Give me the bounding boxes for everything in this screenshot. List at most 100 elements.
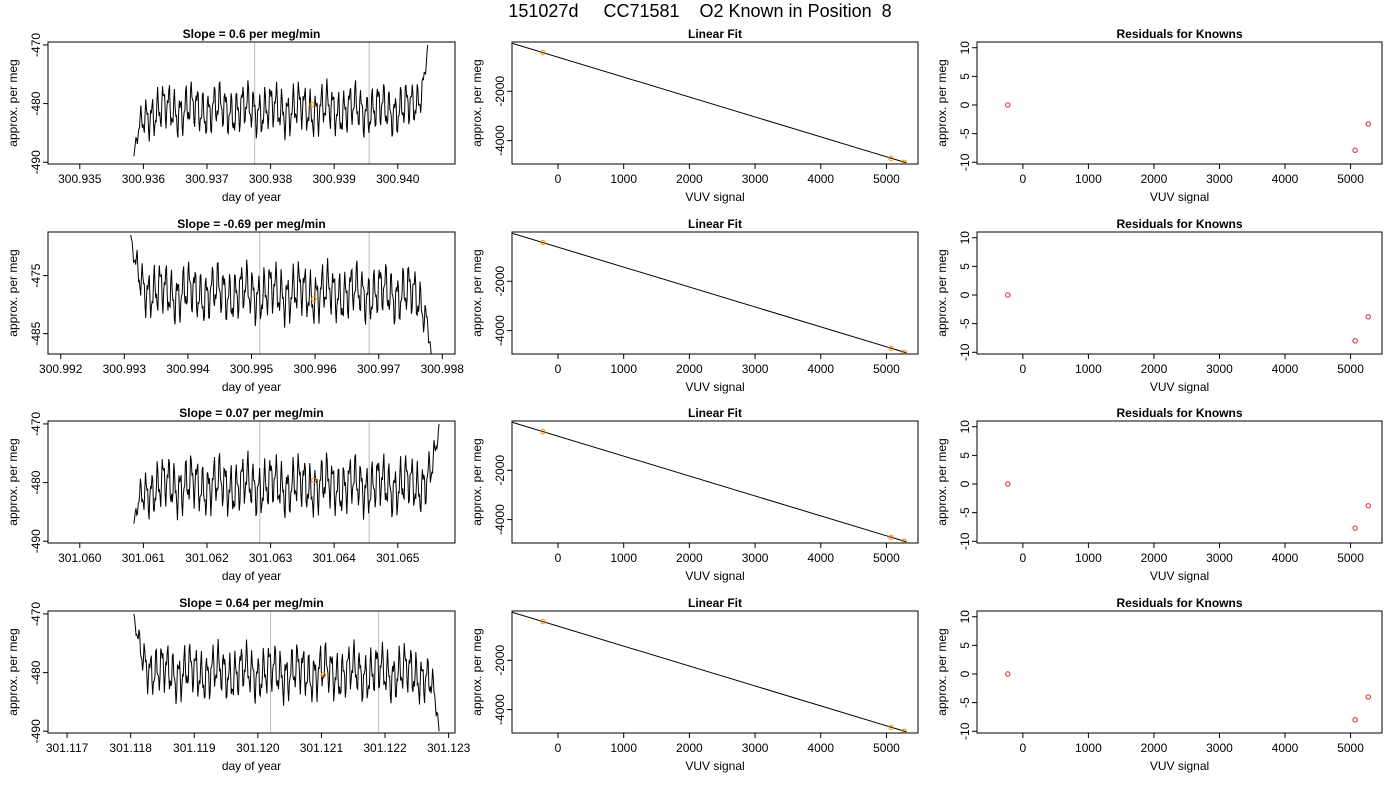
timeseries-row3-xlabel: day of year (222, 569, 281, 583)
timeseries-row1-xtick-label: 300.937 (185, 172, 229, 186)
timeseries-row3-trace-line (133, 423, 440, 524)
linear_fit-row1-ylabel: approx. per meg (470, 59, 484, 146)
timeseries-row3-frame (47, 420, 456, 544)
timeseries-row2-xtick-label: 300.996 (293, 362, 337, 376)
residuals-row1-xtick-label: 0 (1020, 172, 1027, 186)
timeseries-row1-xtick-label: 300.935 (58, 172, 102, 186)
residuals-row1-xtick-label: 2000 (1141, 172, 1168, 186)
linear_fit-row4-chart: Linear Fit 0 1000 2000 3000 4000 5000 -4000 -200… (470, 596, 919, 773)
timeseries-row2-chart: Slope = -0.69 per meg/min 300.992 300.993 3… (6, 217, 464, 394)
residuals-row3-residual-point (1352, 525, 1358, 531)
linear_fit-row3-ytick-label: -2000 (493, 455, 507, 486)
residuals-row1-plot-area (1005, 102, 1371, 153)
timeseries-row4-xlabel: day of year (222, 759, 281, 773)
residuals-row1-title: Residuals for Knowns (1116, 27, 1242, 41)
residuals-row2-residual-point (1352, 338, 1358, 344)
linear_fit-row2-xlabel: VUV signal (685, 380, 744, 394)
linear_fit-row2-ytick-label: -4000 (493, 315, 507, 346)
timeseries-row2-xtick-label: 300.995 (230, 362, 274, 376)
residuals-row2-ylabel: approx. per meg (935, 249, 949, 336)
residuals-row4-title: Residuals for Knowns (1116, 596, 1242, 610)
timeseries-row1-xtick-label: 300.939 (312, 172, 356, 186)
timeseries-row2-xtick-label: 300.992 (39, 362, 83, 376)
residuals-row2-xtick-label: 3000 (1206, 362, 1233, 376)
linear_fit-row3-xtick-label: 2000 (676, 551, 703, 565)
timeseries-row2-ytick-label: -475 (29, 263, 43, 287)
residuals-row3-residual-point (1365, 503, 1371, 509)
residuals-row3-chart: Residuals for Knowns 0 1000 2000 3000 4000 500… (935, 406, 1383, 583)
timeseries-row3-ytick-label: -470 (29, 412, 43, 436)
timeseries-row1-xtick-label: 300.940 (376, 172, 420, 186)
residuals-row4-xtick-label: 1000 (1075, 741, 1102, 755)
linear_fit-row2-xtick-label: 1000 (610, 362, 637, 376)
linear_fit-row1-frame (511, 41, 919, 165)
residuals-row2-ytick-label: -10 (958, 343, 972, 361)
linear_fit-row1-xtick-label: 2000 (676, 172, 703, 186)
timeseries-row4-xtick-label: 301.117 (46, 741, 89, 755)
linear_fit-row3-chart: Linear Fit 0 1000 2000 3000 4000 5000 -4000 -200… (470, 406, 919, 583)
timeseries-row3-title: Slope = 0.07 per meg/min (179, 406, 323, 420)
linear_fit-row1-data-point (888, 155, 894, 162)
linear_fit-row4-frame (511, 610, 919, 734)
timeseries-row4-chart: Slope = 0.64 per meg/min 301.117 301.118 30… (6, 596, 471, 773)
linear_fit-row4-xtick-label: 2000 (676, 741, 703, 755)
linear_fit-row4-xlabel: VUV signal (685, 759, 744, 773)
timeseries-row2-xtick-label: 300.997 (357, 362, 401, 376)
timeseries-row1-title: Slope = 0.6 per meg/min (183, 27, 321, 41)
residuals-row3-title: Residuals for Knowns (1116, 406, 1242, 420)
linear_fit-row2-xtick-label: 2000 (676, 362, 703, 376)
linear_fit-row4-xtick-label: 1000 (610, 741, 637, 755)
residuals-row2-xtick-label: 5000 (1337, 362, 1364, 376)
linear_fit-row4-ytick-label: -2000 (493, 645, 507, 676)
linear_fit-row2-chart: Linear Fit 0 1000 2000 3000 4000 5000 -4000 -200… (470, 217, 919, 394)
residuals-row1-ytick-label: 0 (958, 101, 972, 108)
residuals-row4-xtick-label: 3000 (1206, 741, 1233, 755)
timeseries-row4-ylabel: approx. per meg (6, 628, 20, 715)
linear_fit-row1-xtick-label: 4000 (807, 172, 834, 186)
residuals-row1-chart: Residuals for Knowns 0 1000 2000 3000 4000 500… (935, 27, 1383, 204)
residuals-row4-ytick-label: -10 (958, 722, 972, 740)
timeseries-row2-trace-line (130, 234, 432, 354)
timeseries-row3-ytick-label: -490 (29, 529, 43, 553)
residuals-row3-xtick-label: 0 (1020, 551, 1027, 565)
linear_fit-row1-plot-area (512, 42, 907, 164)
linear_fit-row3-xtick-label: 3000 (742, 551, 769, 565)
linear_fit-row2-data-point (888, 345, 894, 352)
linear_fit-row4-xtick-label: 3000 (742, 741, 769, 755)
residuals-row4-xtick-label: 5000 (1337, 741, 1364, 755)
timeseries-row1-xlabel: day of year (222, 190, 281, 204)
residuals-row3-xtick-label: 4000 (1272, 551, 1299, 565)
residuals-row1-ylabel: approx. per meg (935, 59, 949, 146)
timeseries-row4-ytick-label: -470 (29, 602, 43, 626)
residuals-row2-ytick-label: 0 (958, 291, 972, 298)
residuals-row2-xtick-label: 2000 (1141, 362, 1168, 376)
linear_fit-row1-xtick-label: 3000 (742, 172, 769, 186)
timeseries-row3-xtick-label: 301.061 (122, 551, 166, 565)
timeseries-row4-title: Slope = 0.64 per meg/min (179, 596, 323, 610)
linear_fit-row4-plot-area (512, 611, 907, 733)
timeseries-row1-trace-line (133, 44, 429, 157)
residuals-row3-xtick-label: 1000 (1075, 551, 1102, 565)
timeseries-row3-xtick-label: 301.062 (185, 551, 229, 565)
linear_fit-row3-title: Linear Fit (688, 406, 742, 420)
residuals-row4-xtick-label: 2000 (1141, 741, 1168, 755)
timeseries-row2-xtick-label: 300.998 (421, 362, 465, 376)
timeseries-row2-xtick-label: 300.993 (103, 362, 147, 376)
residuals-row1-ytick-label: 10 (958, 41, 972, 55)
residuals-row4-ytick-label: 5 (958, 642, 972, 649)
timeseries-row3-ylabel: approx. per meg (6, 438, 20, 525)
residuals-row3-xlabel: VUV signal (1150, 569, 1209, 583)
residuals-row4-frame (976, 610, 1383, 734)
residuals-row4-ytick-label: -5 (958, 697, 972, 708)
linear_fit-row4-ytick-label: -4000 (493, 694, 507, 725)
residuals-row3-ytick-label: -5 (958, 507, 972, 518)
residuals-row4-ytick-label: 10 (958, 610, 972, 624)
timeseries-row2-frame (47, 231, 456, 355)
residuals-row4-ytick-label: 0 (958, 670, 972, 677)
residuals-row3-xtick-label: 2000 (1141, 551, 1168, 565)
residuals-row4-residual-point (1352, 717, 1358, 723)
linear_fit-row3-fit-line (512, 421, 907, 543)
linear_fit-row3-data-point (888, 534, 894, 541)
timeseries-row3-xtick-label: 301.060 (58, 551, 102, 565)
residuals-row4-chart: Residuals for Knowns 0 1000 2000 3000 4000 500… (935, 596, 1383, 773)
